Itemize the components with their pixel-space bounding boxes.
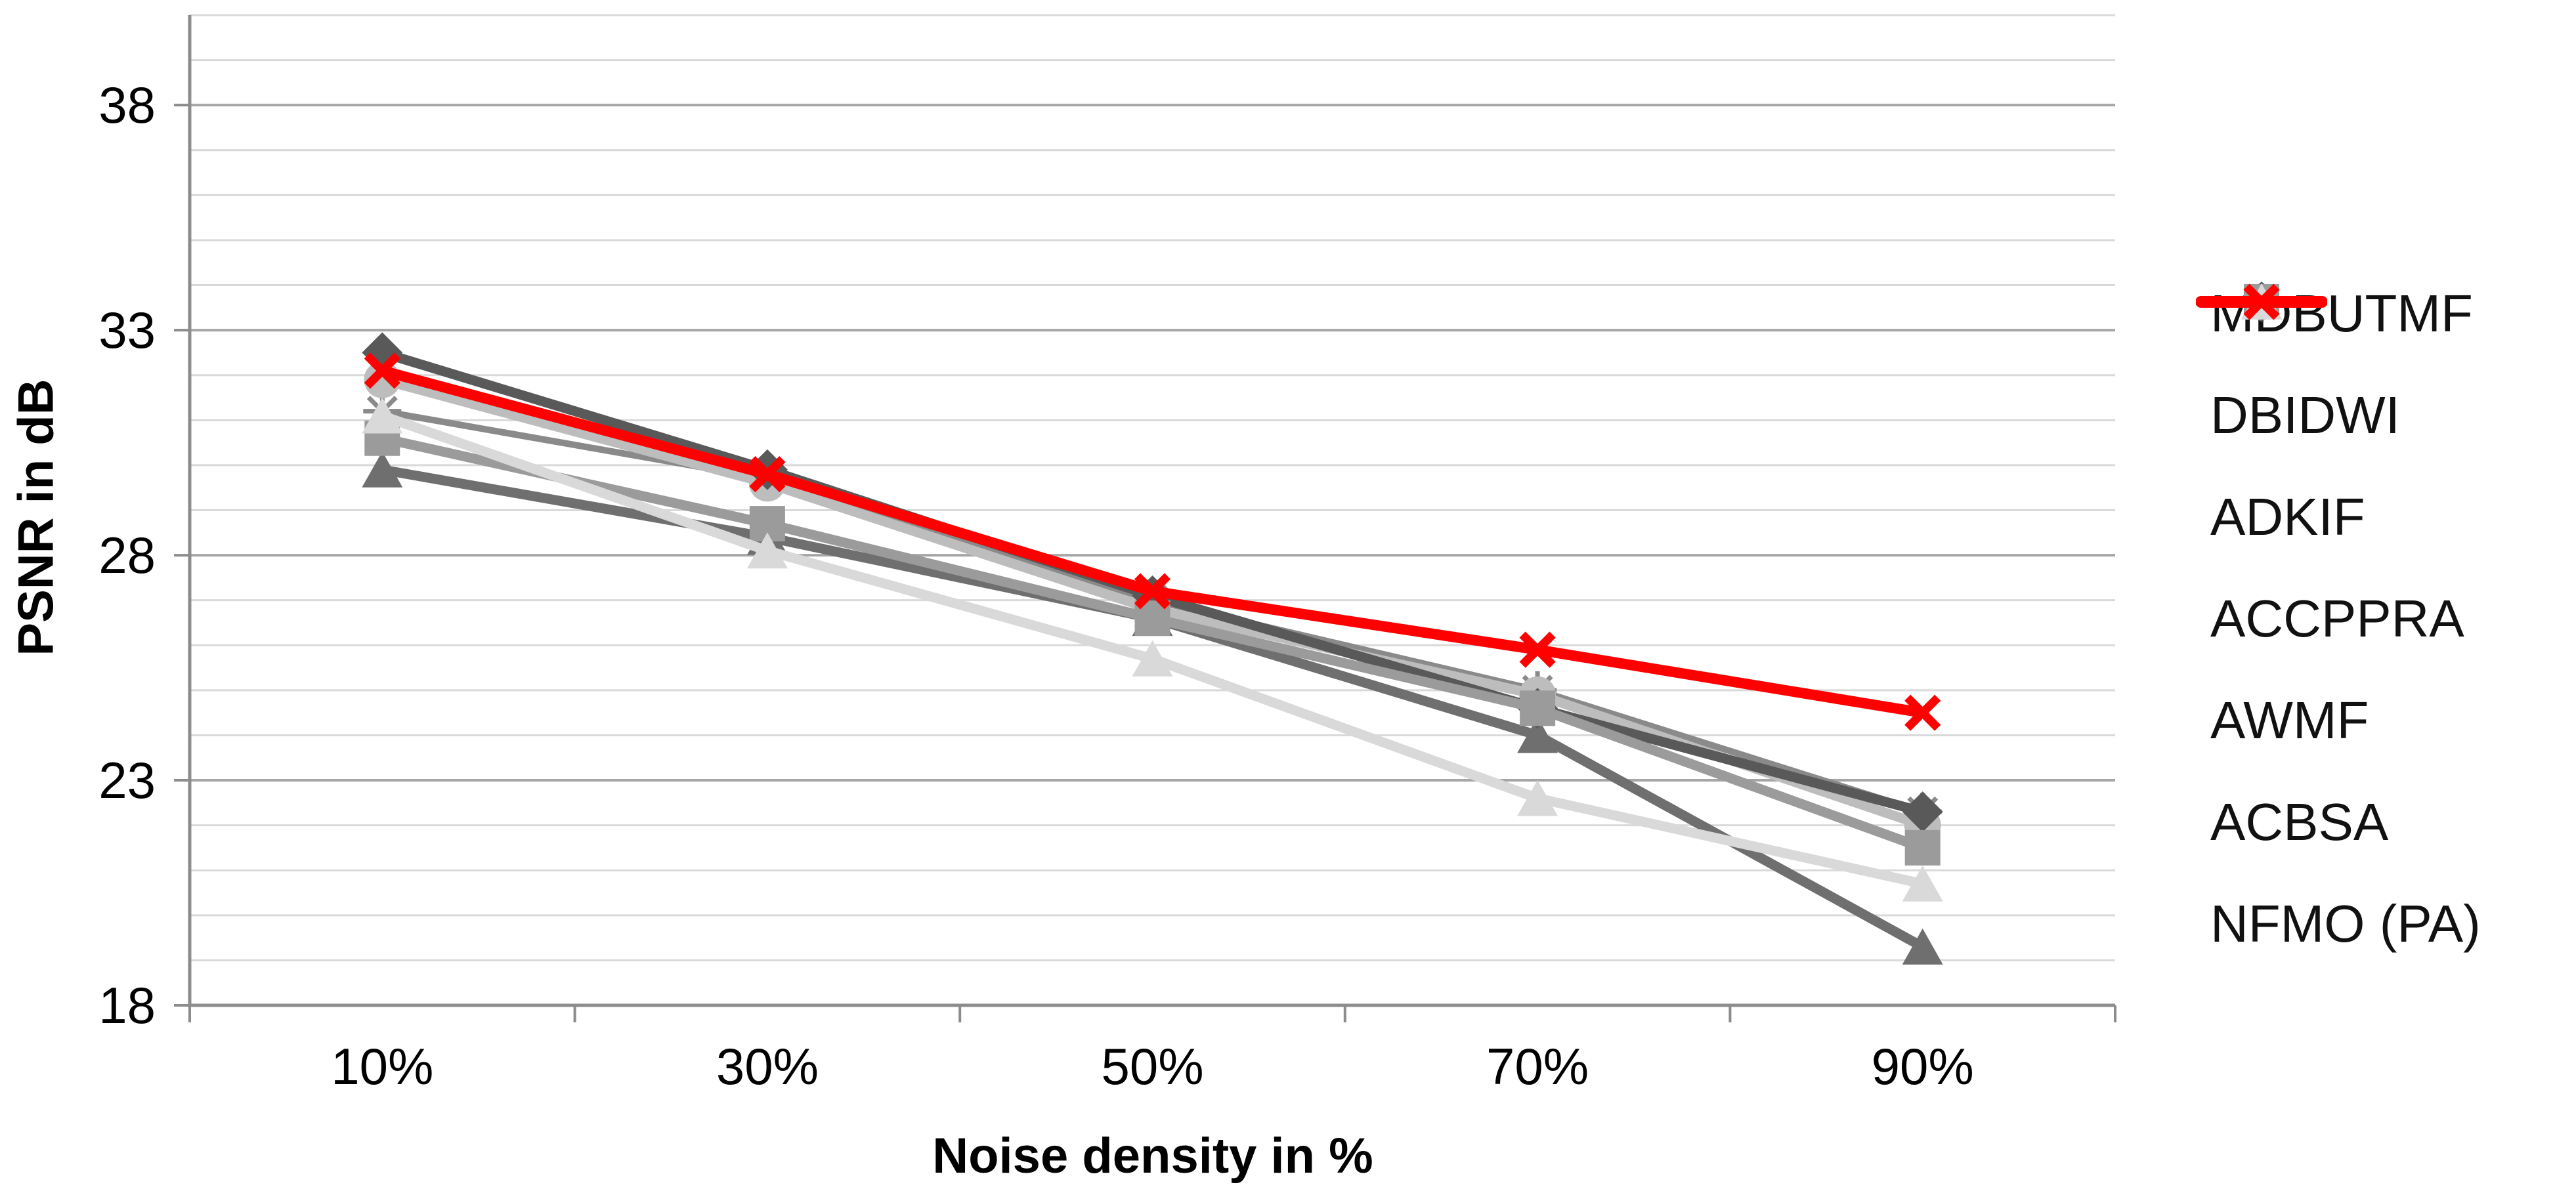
x-tick-label: 30% [716,1037,819,1095]
legend-swatch-x-icon [2196,283,2327,320]
marker-x [364,352,400,389]
y-tick-label: 38 [98,76,156,134]
marker-triangle [1517,780,1558,816]
series-acbsa [362,397,1943,902]
marker-triangle [362,397,403,434]
legend-item: ACCPPRA [2196,282,2481,669]
y-axis-title: PSNR in dB [8,379,64,656]
marker-square [1520,690,1556,726]
legend-item: ADKIF [2196,283,2481,568]
legend-label: NFMO (PA) [2210,894,2481,953]
x-tick-label: 10% [331,1037,433,1095]
series-accppra [362,332,1943,833]
x-tick-label: 50% [1101,1037,1203,1095]
series-nfmo-pa- [364,352,1941,731]
legend: MDBUTMF DBIDWI ADKIF ACCPPRA AWMF ACBSA NFMO (… [2196,262,2481,974]
legend-label: ACCPPRA [2210,589,2464,648]
legend-item: ACBSA [2196,283,2481,873]
legend-label: ACBSA [2210,792,2389,851]
marker-triangle [362,451,403,488]
marker-triangle [1517,717,1558,753]
x-tick-label: 90% [1872,1037,1974,1095]
marker-triangle [746,532,788,569]
marker-square [1904,829,1941,866]
legend-label: AWMF [2210,690,2369,749]
marker-triangle [1132,640,1173,677]
legend-label: ADKIF [2210,487,2365,546]
marker-x [1904,694,1941,731]
y-tick-label: 23 [98,751,156,809]
y-tick-label: 28 [98,526,156,584]
series-awmf [364,420,1941,866]
y-tick-label: 33 [98,301,156,359]
marker-triangle [1902,928,1943,965]
marker-x [1134,573,1171,610]
legend-label: DBIDWI [2210,385,2400,444]
legend-item: NFMO (PA) [2196,283,2481,974]
y-tick-label: 18 [98,976,156,1034]
series-mdbutmf [362,451,1943,965]
marker-diamond [1902,791,1943,833]
marker-x [749,456,786,493]
series-line [381,465,1925,952]
legend-item: DBIDWI [2196,283,2481,466]
x-tick-label: 70% [1486,1037,1589,1095]
marker-x [1519,631,1556,668]
legend-item: AWMF [2196,284,2481,771]
marker-triangle [1902,865,1943,902]
x-axis-title: Noise density in % [932,1128,1373,1184]
marker-x [2243,283,2280,320]
